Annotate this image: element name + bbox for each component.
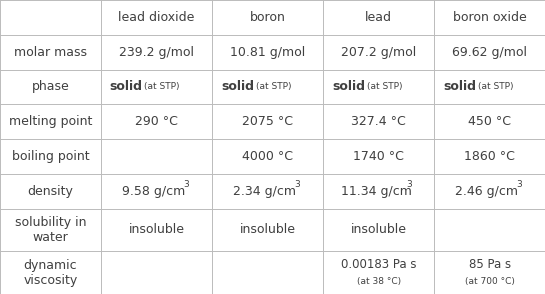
Text: lead: lead [365,11,392,24]
Text: solid: solid [110,80,143,93]
Text: 4000 °C: 4000 °C [242,150,293,163]
Text: boron: boron [250,11,286,24]
Text: 327.4 °C: 327.4 °C [352,115,406,128]
Text: (at 700 °C): (at 700 °C) [465,277,514,286]
Text: 69.62 g/mol: 69.62 g/mol [452,46,527,59]
Text: boiling point: boiling point [11,150,89,163]
Text: 3: 3 [184,181,189,189]
Text: 0.00183 Pa s: 0.00183 Pa s [341,258,416,270]
Text: (at STP): (at STP) [477,82,513,91]
Text: solid: solid [221,80,254,93]
Text: (at STP): (at STP) [256,82,291,91]
Text: insoluble: insoluble [129,223,184,236]
Text: boron oxide: boron oxide [453,11,526,24]
Text: 450 °C: 450 °C [468,115,511,128]
Text: 3: 3 [517,181,523,189]
Text: (at STP): (at STP) [144,82,180,91]
Text: melting point: melting point [9,115,92,128]
Text: 85 Pa s: 85 Pa s [469,258,511,270]
Text: (at 38 °C): (at 38 °C) [357,277,401,286]
Text: 2075 °C: 2075 °C [242,115,293,128]
Text: (at STP): (at STP) [367,82,402,91]
Text: solubility in
water: solubility in water [15,216,86,244]
Text: 3: 3 [406,181,411,189]
Text: 2.46 g/cm: 2.46 g/cm [456,185,518,198]
Text: 10.81 g/mol: 10.81 g/mol [230,46,305,59]
Text: 1740 °C: 1740 °C [353,150,404,163]
Text: solid: solid [332,80,365,93]
Text: insoluble: insoluble [240,223,295,236]
Text: 239.2 g/mol: 239.2 g/mol [119,46,194,59]
Text: phase: phase [32,80,69,93]
Text: insoluble: insoluble [351,223,407,236]
Text: 11.34 g/cm: 11.34 g/cm [341,185,411,198]
Text: 290 °C: 290 °C [135,115,178,128]
Text: 207.2 g/mol: 207.2 g/mol [341,46,416,59]
Text: molar mass: molar mass [14,46,87,59]
Text: 2.34 g/cm: 2.34 g/cm [233,185,296,198]
Text: 9.58 g/cm: 9.58 g/cm [122,185,185,198]
Text: density: density [27,185,74,198]
Text: 3: 3 [295,181,300,189]
Text: 1860 °C: 1860 °C [464,150,515,163]
Text: dynamic
viscosity: dynamic viscosity [23,259,77,287]
Text: solid: solid [443,80,476,93]
Text: lead dioxide: lead dioxide [118,11,195,24]
